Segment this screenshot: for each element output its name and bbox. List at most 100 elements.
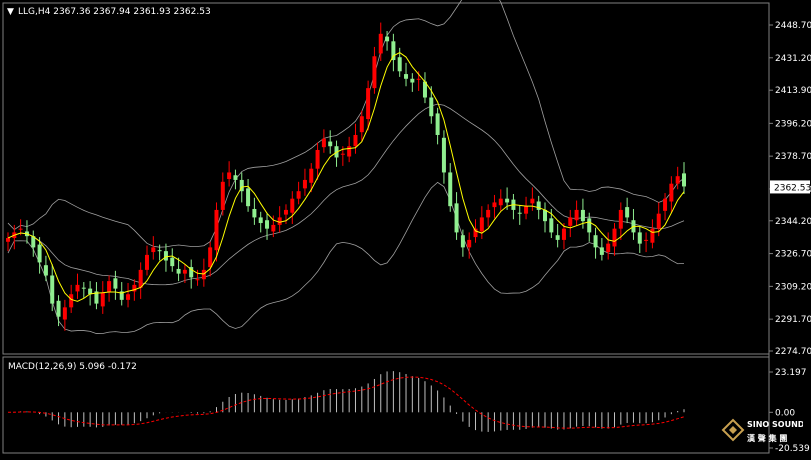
candle-body — [283, 209, 288, 215]
price-axis-label: 2396.20 — [775, 119, 811, 129]
macd-axis-label: 23.197 — [775, 368, 807, 378]
candle-body — [69, 294, 74, 308]
candle-body — [498, 198, 503, 206]
sino-sound-logo: SINO SOUND 漢 聲 集 團 — [721, 418, 803, 443]
candle-body — [391, 41, 396, 61]
symbol-indicator-icon: ▼ — [7, 7, 14, 17]
candle-body — [416, 78, 421, 80]
candle-body — [182, 269, 187, 274]
candle-body — [195, 279, 200, 281]
candle-body — [656, 213, 661, 229]
candle-body — [561, 228, 566, 240]
candle-body — [587, 218, 592, 233]
candle-body — [309, 168, 314, 183]
candle-body — [62, 307, 67, 320]
price-axis-label: 2448.70 — [775, 21, 811, 31]
candle-body — [119, 291, 124, 300]
candle-body — [265, 220, 270, 229]
candle-body — [612, 228, 617, 247]
candle-body — [467, 239, 472, 248]
macd-axis: 23.197 0.00 -20.539 — [769, 368, 810, 454]
candle-body — [536, 201, 541, 210]
current-price-tag — [770, 180, 810, 194]
candle-body — [315, 149, 320, 169]
candle-body — [574, 209, 579, 221]
candle-body — [189, 267, 194, 278]
candle-body — [88, 288, 93, 295]
candle-body — [378, 33, 383, 54]
candle-body — [618, 209, 623, 229]
candle-body — [353, 134, 358, 147]
ma-yellow-line — [7, 51, 685, 302]
candle-body — [517, 212, 522, 214]
candle-body — [492, 202, 497, 208]
candle-body — [599, 247, 604, 255]
candle-body — [448, 172, 453, 207]
candle-body — [151, 247, 156, 253]
candle-body — [675, 176, 680, 184]
candle-body — [460, 235, 465, 248]
candle-body — [625, 207, 630, 218]
price-axis-label: 2378.70 — [775, 152, 811, 162]
symbol-line: LLG,H4 2367.36 2367.94 2361.93 2362.53 — [18, 7, 211, 17]
candle-body — [486, 209, 491, 218]
candle-body — [397, 57, 402, 72]
candle-body — [37, 244, 42, 263]
candlestick-series — [6, 22, 686, 331]
current-price-label: 2362.53 — [774, 183, 811, 193]
candle-body — [271, 224, 276, 232]
candle-body — [505, 198, 510, 203]
candle-body — [473, 228, 478, 238]
candle-body — [227, 172, 232, 180]
bollinger-middle — [7, 103, 685, 286]
price-axis-label: 2291.70 — [775, 315, 811, 325]
candle-body — [479, 217, 484, 232]
candle-body — [163, 251, 168, 261]
candle-body — [340, 153, 345, 155]
macd-axis-label: 0.00 — [775, 408, 795, 418]
candle-body — [132, 284, 137, 292]
candle-body — [682, 173, 686, 187]
candle-body — [81, 287, 86, 289]
candle-body — [107, 281, 112, 293]
candle-body — [252, 208, 257, 218]
price-axis-label: 2326.70 — [775, 250, 811, 260]
candle-body — [441, 137, 446, 173]
logo-text-cn: 漢 聲 集 團 — [747, 433, 787, 443]
price-axis-label: 2274.70 — [775, 347, 811, 357]
moving-average-line — [7, 51, 685, 302]
candle-body — [290, 198, 295, 213]
candle-body — [321, 138, 326, 148]
candle-body — [56, 300, 61, 317]
candle-body — [126, 294, 131, 300]
candle-body — [18, 228, 23, 230]
candle-body — [650, 228, 655, 243]
candle-body — [593, 235, 598, 248]
candle-body — [6, 238, 10, 242]
candle-body — [277, 217, 282, 225]
candle-body — [429, 97, 434, 117]
candle-body — [75, 284, 80, 292]
candle-body — [524, 206, 529, 214]
bollinger-lower — [7, 181, 685, 334]
candle-body — [663, 198, 668, 211]
candle-body — [454, 203, 459, 233]
price-axis-label: 2413.90 — [775, 86, 811, 96]
candle-body — [404, 74, 409, 79]
candle-body — [113, 278, 118, 289]
candle-body — [94, 291, 99, 304]
macd-histogram — [13, 371, 685, 432]
candle-body — [580, 209, 585, 222]
candle-body — [644, 239, 649, 241]
main-panel-border — [2, 2, 770, 355]
macd-axis-label: -20.539 — [775, 444, 810, 454]
candle-body — [170, 257, 175, 267]
candle-body — [31, 236, 36, 248]
candle-body — [43, 265, 48, 276]
candle-body — [555, 235, 560, 240]
logo-diamond-icon — [721, 418, 745, 442]
macd-label: MACD(12,26,9) 5.096 -0.172 — [8, 362, 137, 372]
candle-body — [669, 183, 674, 202]
